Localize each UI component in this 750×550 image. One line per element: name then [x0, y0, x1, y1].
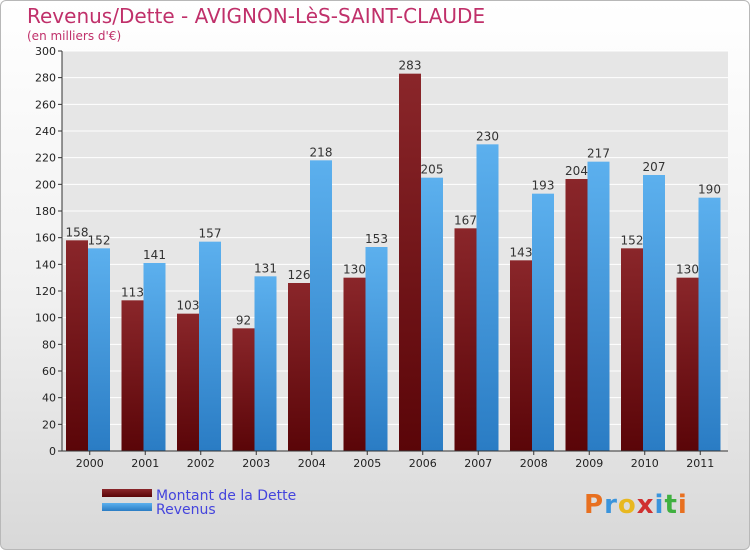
- logo-letter-i2: i: [677, 490, 688, 520]
- legend-label-dette: Montant de la Dette: [156, 488, 296, 504]
- value-label-revenus-2011: 190: [698, 183, 721, 197]
- bars: [66, 73, 721, 452]
- logo-letter-x: x: [636, 490, 655, 520]
- bar-dette-2001: [121, 300, 144, 451]
- logo-letter-o: o: [617, 490, 637, 520]
- value-label-revenus-2005: 153: [365, 232, 388, 246]
- x-tick-label-2006: 2006: [409, 457, 437, 470]
- value-label-revenus-2009: 217: [587, 147, 610, 161]
- bar-dette-2002: [177, 313, 199, 451]
- y-tick-label-220: 220: [35, 152, 56, 165]
- legend-swatch-dette: [102, 489, 152, 497]
- y-tick-label-200: 200: [35, 178, 56, 191]
- logo-letter-p: P: [584, 490, 605, 520]
- y-tick-label-180: 180: [35, 205, 56, 218]
- y-tick-label-40: 40: [42, 392, 56, 405]
- value-label-revenus-2001: 141: [143, 248, 166, 262]
- legend-label-revenus: Revenus: [156, 502, 216, 518]
- x-tick-label-2001: 2001: [131, 457, 159, 470]
- bar-revenus-2002: [199, 241, 221, 451]
- bar-dette-2005: [343, 277, 366, 451]
- plot-area: [62, 51, 728, 451]
- y-tick-label-160: 160: [35, 232, 56, 245]
- gridlines: [62, 50, 728, 452]
- x-tick-label-2011: 2011: [686, 457, 714, 470]
- logo-letter-t: t: [664, 490, 678, 520]
- y-tick-label-60: 60: [42, 365, 56, 378]
- bar-revenus-2011: [698, 197, 721, 451]
- bar-dette-2010: [621, 248, 643, 451]
- value-label-dette-2006: 283: [399, 59, 422, 73]
- value-label-revenus-2007: 230: [476, 129, 499, 143]
- x-tick-label-2007: 2007: [464, 457, 492, 470]
- axes: 0 20 40 60 80 100 120 140 160 180 200 220 240 260 280 3…: [35, 45, 728, 470]
- bar-revenus-2005: [365, 247, 388, 451]
- bar-dette-2008: [510, 260, 532, 451]
- bar-revenus-2008: [532, 193, 554, 451]
- y-tick-label-80: 80: [42, 338, 56, 351]
- value-label-dette-2009: 204: [565, 164, 588, 178]
- value-label-dette-2003: 92: [236, 313, 251, 327]
- value-label-dette-2002: 103: [177, 299, 200, 313]
- proxiti-logo: Proxiti: [584, 490, 688, 520]
- chart-title: Revenus/Dette - AVIGNON-LèS-SAINT-CLAUDE: [27, 4, 486, 28]
- y-tick-label-140: 140: [35, 258, 56, 271]
- x-tick-label-2000: 2000: [76, 457, 104, 470]
- bar-revenus-2003: [254, 276, 277, 451]
- bar-revenus-2010: [643, 175, 665, 451]
- bar-dette-2009: [565, 179, 588, 451]
- value-label-revenus-2006: 205: [421, 163, 444, 177]
- value-label-revenus-2008: 193: [532, 179, 555, 193]
- value-label-dette-2011: 130: [676, 263, 699, 277]
- y-tick-label-280: 280: [35, 72, 56, 85]
- y-tick-label-300: 300: [35, 45, 56, 58]
- chart-subtitle: (en milliers d'€): [27, 29, 122, 43]
- logo-letter-r: r: [604, 490, 618, 520]
- y-tick-label-260: 260: [35, 98, 56, 111]
- value-label-dette-2010: 152: [621, 233, 644, 247]
- bar-revenus-2004: [310, 160, 332, 452]
- x-tick-label-2005: 2005: [353, 457, 381, 470]
- bar-dette-2007: [454, 228, 477, 451]
- x-tick-label-2003: 2003: [242, 457, 270, 470]
- x-tick-label-2008: 2008: [520, 457, 548, 470]
- bar-revenus-2006: [421, 177, 443, 451]
- x-tick-label-2002: 2002: [187, 457, 215, 470]
- y-tick-label-120: 120: [35, 285, 56, 298]
- y-tick-label-0: 0: [49, 445, 56, 458]
- value-label-revenus-2002: 157: [199, 227, 222, 241]
- x-tick-label-2009: 2009: [575, 457, 603, 470]
- bar-dette-2000: [66, 240, 88, 451]
- y-tick-label-240: 240: [35, 125, 56, 138]
- bar-dette-2003: [232, 328, 255, 451]
- bar-revenus-2000: [88, 248, 110, 451]
- legend-swatch-revenus: [102, 503, 152, 511]
- bar-revenus-2009: [587, 161, 610, 451]
- value-label-revenus-2010: 207: [643, 160, 666, 174]
- y-tick-label-100: 100: [35, 312, 56, 325]
- logo-letter-i: i: [654, 490, 665, 520]
- value-label-dette-2005: 130: [343, 263, 366, 277]
- value-label-dette-2000: 158: [66, 225, 89, 239]
- bar-dette-2004: [288, 283, 310, 451]
- bar-dette-2006: [399, 73, 421, 452]
- value-label-dette-2008: 143: [510, 245, 533, 259]
- value-label-revenus-2000: 152: [88, 233, 111, 247]
- value-label-revenus-2003: 131: [254, 261, 277, 275]
- y-tick-label-20: 20: [42, 418, 56, 431]
- value-label-dette-2007: 167: [454, 213, 477, 227]
- value-label-dette-2001: 113: [121, 285, 144, 299]
- value-label-dette-2004: 126: [288, 268, 311, 282]
- x-tick-label-2004: 2004: [298, 457, 326, 470]
- bar-dette-2011: [676, 277, 699, 451]
- bar-revenus-2007: [476, 144, 499, 452]
- bar-revenus-2001: [143, 263, 166, 451]
- value-label-revenus-2004: 218: [310, 145, 333, 159]
- x-tick-label-2010: 2010: [631, 457, 659, 470]
